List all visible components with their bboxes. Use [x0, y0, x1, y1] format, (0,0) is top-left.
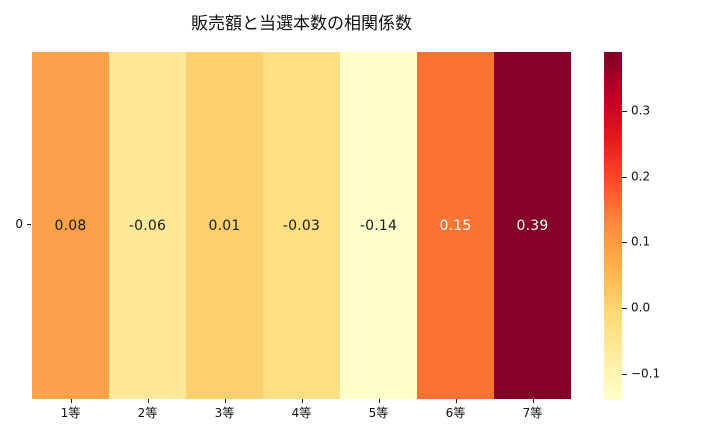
y-axis-tick-mark [27, 224, 31, 225]
heatmap-cell-value: 0.15 [439, 217, 472, 234]
heatmap-cell-value: 0.01 [208, 217, 241, 234]
x-axis: 1等 2等 3等 4等 5等 6等 7等 [32, 399, 571, 427]
heatmap-cell-6等: 0.15 [417, 52, 494, 399]
colorbar-tick-label: 0.2 [631, 169, 651, 184]
heatmap-cell-value: 0.08 [54, 217, 87, 234]
colorbar-tick-mark [622, 373, 627, 375]
x-axis-tick-label: 4等 [291, 406, 312, 420]
x-axis-tick-label: 3等 [214, 406, 235, 420]
heatmap-cell-value: -0.03 [282, 217, 321, 234]
colorbar-tick-mark [622, 308, 627, 310]
colorbar-tick-mark [622, 111, 627, 113]
heatmap-grid: 0.08 -0.06 0.01 -0.03 -0.14 0.15 0.39 [32, 52, 571, 399]
colorbar [604, 52, 622, 400]
heatmap-cell-1等: 0.08 [32, 52, 109, 399]
heatmap-cell-value: -0.06 [128, 217, 167, 234]
x-axis-tick-label: 1等 [60, 406, 81, 420]
x-axis-tick-mark [301, 399, 303, 403]
heatmap-cell-2等: -0.06 [109, 52, 186, 399]
heatmap-cell-7等: 0.39 [494, 52, 571, 399]
x-axis-tick-mark [70, 399, 72, 403]
x-axis-tick-mark [147, 399, 149, 403]
x-axis-tick-mark [224, 399, 226, 403]
y-axis-tick-label: 0 [15, 217, 23, 231]
x-axis-tick-label: 2等 [137, 406, 158, 420]
colorbar-tick-mark [622, 242, 627, 244]
heatmap-cell-value: -0.14 [359, 217, 398, 234]
x-axis-tick-label: 5等 [368, 406, 389, 420]
colorbar-tick-label: 0.3 [631, 103, 651, 118]
colorbar-tick-label: 0.1 [631, 235, 651, 250]
x-axis-tick-mark [455, 399, 457, 403]
colorbar-tick-label: 0.0 [631, 300, 651, 315]
x-axis-tick-label: 7等 [522, 406, 543, 420]
colorbar-tick-label: −0.1 [631, 366, 661, 381]
heatmap-cell-3等: 0.01 [186, 52, 263, 399]
x-axis-tick-mark [378, 399, 380, 403]
heatmap-cell-5等: -0.14 [340, 52, 417, 399]
heatmap-cell-value: 0.39 [516, 217, 549, 234]
chart-title: 販売額と当選本数の相関係数 [191, 14, 412, 34]
colorbar-tick-mark [622, 176, 627, 178]
x-axis-tick-label: 6等 [445, 406, 466, 420]
x-axis-tick-mark [532, 399, 534, 403]
heatmap-cell-4等: -0.03 [263, 52, 340, 399]
